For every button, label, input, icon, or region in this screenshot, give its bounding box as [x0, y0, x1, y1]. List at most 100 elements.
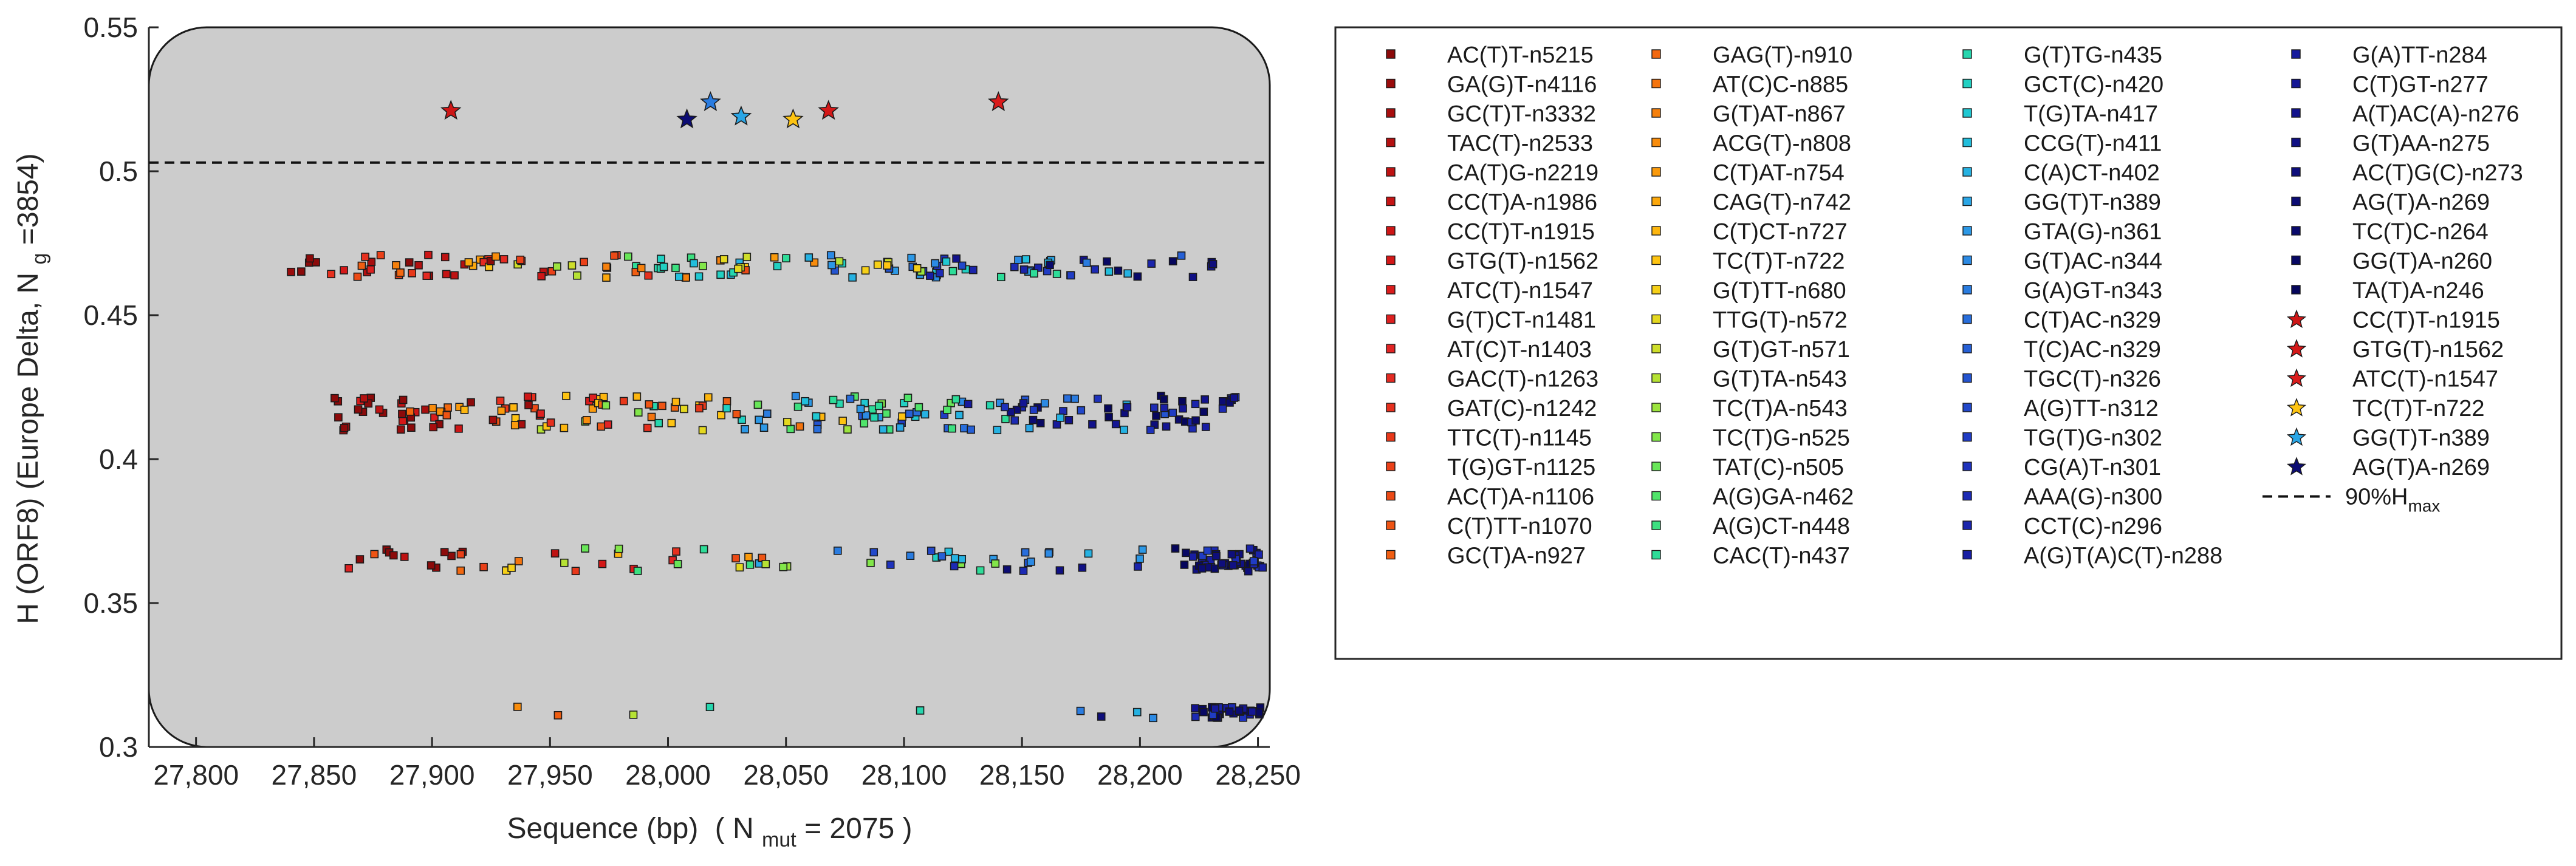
data-point: [1197, 564, 1207, 573]
data-point: [1191, 416, 1200, 425]
data-point: [327, 270, 335, 279]
plot-background: [148, 26, 1271, 748]
y-tick-label: 0.55: [83, 12, 138, 43]
legend-label: ACG(T)-n808: [1713, 131, 1851, 157]
data-point: [783, 418, 792, 426]
legend-marker: [1386, 462, 1396, 471]
data-point: [546, 418, 555, 427]
data-point: [1029, 406, 1038, 414]
legend-marker: [1386, 49, 1396, 59]
x-tick-label: 28,250: [1215, 759, 1301, 791]
legend-marker: [1651, 285, 1661, 295]
data-point: [1123, 403, 1132, 412]
data-point: [907, 253, 916, 262]
data-point: [1152, 412, 1160, 420]
legend-marker: [1386, 226, 1396, 236]
data-point: [1029, 415, 1038, 424]
data-point: [1052, 420, 1061, 429]
data-point: [516, 255, 525, 264]
legend-label: GAC(T)-n1263: [1447, 367, 1598, 392]
data-point: [340, 424, 349, 432]
legend-marker: [2291, 108, 2301, 118]
legend-marker: [2291, 137, 2301, 148]
data-point: [1230, 394, 1238, 402]
legend-marker: [2291, 49, 2301, 59]
data-point: [536, 409, 545, 418]
data-point: [741, 425, 749, 434]
data-point: [1056, 414, 1064, 422]
star-point: [440, 100, 462, 120]
data-point: [860, 419, 869, 428]
legend-marker: [1651, 314, 1661, 324]
legend-label: GCT(C)-n420: [2024, 72, 2163, 98]
data-point: [647, 412, 656, 421]
data-point: [340, 266, 348, 274]
data-point: [1136, 554, 1144, 563]
data-point: [957, 554, 967, 564]
legend-label: TG(T)G-n302: [2024, 426, 2162, 451]
x-tick-label: 27,950: [507, 759, 593, 791]
data-point: [993, 426, 1002, 434]
data-point: [1218, 559, 1227, 568]
legend-label: CAC(T)-n437: [1713, 544, 1850, 569]
data-point: [1133, 272, 1142, 281]
data-point: [879, 425, 888, 434]
data-point: [935, 269, 944, 278]
legend-marker: [1386, 520, 1396, 530]
legend-marker: [1651, 196, 1661, 206]
data-point: [479, 562, 488, 571]
data-point: [731, 554, 740, 563]
data-point: [1208, 260, 1218, 268]
data-point: [680, 404, 688, 414]
x-tick-label: 28,150: [979, 759, 1065, 791]
data-point: [960, 424, 968, 432]
data-point: [440, 548, 449, 557]
y-axis-label-tail: =3854): [12, 153, 44, 245]
data-point: [1019, 399, 1028, 407]
x-tick-label: 28,000: [625, 759, 711, 791]
data-point: [869, 548, 879, 557]
legend-label: CG(A)T-n301: [2024, 455, 2161, 480]
data-point: [442, 411, 451, 420]
data-point: [396, 268, 405, 277]
legend-label: C(T)CT-n727: [1713, 219, 1848, 245]
data-point: [396, 425, 405, 434]
data-point: [1168, 257, 1177, 265]
data-point: [1249, 557, 1258, 565]
data-point: [496, 397, 505, 405]
legend-label: G(A)GT-n343: [2024, 278, 2162, 304]
data-point: [969, 265, 978, 274]
legend-label: TC(T)T-n722: [2352, 396, 2484, 421]
data-point: [357, 261, 366, 270]
x-tick-label: 28,100: [862, 759, 947, 791]
legend-marker: [1962, 167, 1972, 177]
data-point: [400, 553, 409, 561]
data-point: [360, 394, 368, 403]
legend-label: A(G)T(A)C(T)-n288: [2024, 544, 2222, 569]
data-point: [886, 561, 895, 569]
data-point: [354, 405, 363, 414]
data-point: [424, 250, 433, 259]
legend-marker: [1651, 137, 1661, 148]
data-point: [996, 273, 1005, 282]
y-axis-label: H (ORF8) (Europe Delta, N g =3854): [12, 153, 53, 624]
data-point: [1104, 404, 1112, 413]
legend-marker: [1386, 550, 1396, 560]
data-point: [1179, 404, 1187, 413]
legend-marker: [1386, 78, 1396, 89]
data-point: [1088, 420, 1097, 429]
legend-label: GTG(T)-n1562: [1447, 249, 1598, 274]
x-axis-label-main: Sequence (bp): [507, 813, 698, 845]
legend-label: T(G)TA-n417: [2024, 101, 2158, 127]
data-point: [426, 561, 436, 570]
data-point: [943, 406, 951, 414]
legend-marker: [2291, 167, 2301, 177]
legend-label: A(G)TT-n312: [2024, 396, 2159, 421]
data-point: [1188, 273, 1197, 281]
data-point: [602, 262, 611, 271]
data-point: [428, 404, 437, 412]
data-point: [735, 563, 744, 572]
data-point: [667, 418, 676, 428]
data-point: [1070, 394, 1079, 403]
data-point: [795, 422, 804, 431]
